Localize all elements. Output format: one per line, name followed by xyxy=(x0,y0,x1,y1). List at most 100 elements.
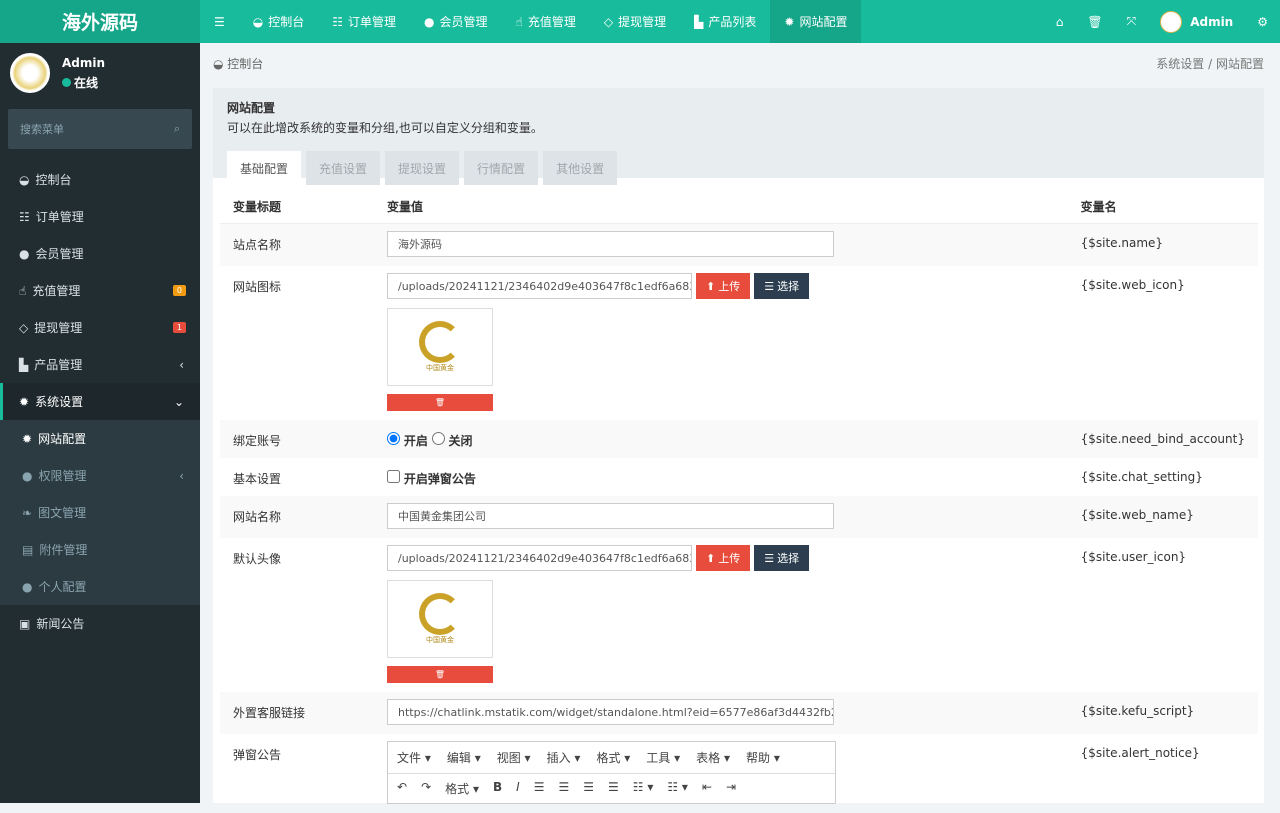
menu-label: 格式 xyxy=(596,751,621,765)
avatar xyxy=(10,53,50,93)
user-status: 在线 xyxy=(74,75,99,90)
tab-basic[interactable]: 基础配置 xyxy=(227,151,302,185)
justify-icon[interactable]: ☰ xyxy=(607,780,619,794)
menu-label: 帮助 xyxy=(746,751,771,765)
online-dot-icon xyxy=(62,77,71,87)
topnav-withdraw[interactable]: ◇ 提现管理 xyxy=(590,0,680,43)
numbered-list-icon[interactable]: ☷ ▾ xyxy=(667,780,688,794)
outdent-icon[interactable]: ⇤ xyxy=(701,780,713,794)
align-center-icon[interactable]: ☰ xyxy=(558,780,570,794)
list-icon: ☰ xyxy=(764,551,775,565)
table-row: 外置客服链接 https://chatlink.mstatik.com/widge… xyxy=(220,692,1258,734)
bold-icon[interactable]: B xyxy=(492,780,503,794)
sidebar-item-label: 会员管理 xyxy=(35,247,84,261)
editor-menu-tools[interactable]: 工具 ▾ xyxy=(646,751,681,765)
trash-icon[interactable]: 🗑 xyxy=(1087,14,1103,29)
checkbox[interactable] xyxy=(387,470,400,483)
sidebar-item-media[interactable]: ❧ 图文管理 xyxy=(0,494,200,531)
tab-other[interactable]: 其他设置 xyxy=(543,151,618,185)
breadcrumb-item[interactable]: 系统设置 xyxy=(1156,56,1205,71)
rich-text-editor[interactable]: 文件 ▾ 编辑 ▾ 视图 ▾ 插入 ▾ 格式 ▾ 工具 ▾ 表格 ▾ 帮助 ▾ … xyxy=(387,741,836,804)
web-icon-input[interactable]: /uploads/20241121/2346402d9e403647f8c1ed… xyxy=(387,273,692,299)
menu-search-input[interactable]: 搜索菜单 ⌕ xyxy=(8,109,192,149)
align-right-icon[interactable]: ☰ xyxy=(583,780,594,794)
editor-menu-format[interactable]: 格式 ▾ xyxy=(596,751,631,765)
web-name-input[interactable]: 中国黄金集团公司 xyxy=(387,503,834,529)
menu-label: 工具 xyxy=(646,751,671,765)
sidebar-item-dashboard[interactable]: ◒ 控制台 xyxy=(0,161,200,198)
breadcrumb-item: 网站配置 xyxy=(1215,56,1264,71)
tab-market[interactable]: 行情配置 xyxy=(464,151,539,185)
sidebar-item-recharge[interactable]: ☝ 充值管理 0 xyxy=(0,272,200,309)
button-label: 上传 xyxy=(718,280,741,293)
search-icon[interactable]: ⌕ xyxy=(173,122,180,135)
format-dropdown[interactable]: 格式 ▾ xyxy=(445,782,479,796)
sidebar-item-news[interactable]: ▣ 新闻公告 xyxy=(0,605,200,642)
choose-button[interactable]: ☰ 选择 xyxy=(754,545,810,571)
upload-button[interactable]: ⬆ 上传 xyxy=(696,545,751,571)
topnav-recharge[interactable]: ☝ 充值管理 xyxy=(502,0,590,43)
sidebar-toggle[interactable]: ☰ xyxy=(214,14,225,29)
editor-menu-table[interactable]: 表格 ▾ xyxy=(696,751,731,765)
sidebar-item-label: 充值管理 xyxy=(32,284,81,298)
breadcrumb: 系统设置 / 网站配置 xyxy=(1156,56,1264,71)
site-name-input[interactable]: 海外源码 xyxy=(387,231,834,257)
bullet-list-icon[interactable]: ☷ ▾ xyxy=(632,780,654,794)
radio-label: 关闭 xyxy=(448,434,473,448)
radio-on[interactable]: 开启 xyxy=(387,432,428,448)
italic-icon[interactable]: I xyxy=(516,780,520,794)
align-left-icon[interactable]: ☰ xyxy=(533,780,545,794)
editor-menu-help[interactable]: 帮助 ▾ xyxy=(746,751,780,765)
editor-menu-edit[interactable]: 编辑 ▾ xyxy=(446,751,481,765)
delete-image-button[interactable]: 🗑 xyxy=(387,394,493,411)
sidebar-item-members[interactable]: ● 会员管理 xyxy=(0,235,200,272)
row-title: 弹窗公告 xyxy=(233,748,282,762)
redo-icon[interactable]: ↷ xyxy=(421,780,432,794)
row-title: 网站图标 xyxy=(233,280,282,294)
sidebar-item-permissions[interactable]: ● 权限管理 ‹ xyxy=(0,457,200,494)
sidebar-item-orders[interactable]: ☷ 订单管理 xyxy=(0,198,200,235)
sidebar-item-profile[interactable]: ● 个人配置 xyxy=(0,568,200,605)
topnav-dashboard[interactable]: ◒ 控制台 xyxy=(239,0,319,43)
panel-description: 可以在此增改系统的变量和分组,也可以自定义分组和变量。 xyxy=(227,121,543,135)
sidebar-item-withdraw[interactable]: ◇ 提现管理 1 xyxy=(0,309,200,346)
indent-icon[interactable]: ⇥ xyxy=(726,780,737,794)
radio-off[interactable]: 关闭 xyxy=(431,432,473,448)
sidebar-item-products[interactable]: ▙ 产品管理 ‹ xyxy=(0,346,200,383)
radio-on-input[interactable] xyxy=(387,432,400,445)
sidebar-item-attachments[interactable]: ▤ 附件管理 xyxy=(0,531,200,568)
table-row: 基本设置 开启弹窗公告 {$site.chat_setting} xyxy=(220,458,1258,496)
popup-checkbox[interactable]: 开启弹窗公告 xyxy=(387,470,476,486)
kefu-link-input[interactable]: https://chatlink.mstatik.com/widget/stan… xyxy=(387,699,834,725)
choose-button[interactable]: ☰ 选择 xyxy=(754,273,810,299)
radio-off-input[interactable] xyxy=(431,432,445,445)
dashboard-icon: ◒ xyxy=(19,172,30,187)
gears-icon: ✹ xyxy=(19,394,30,409)
breadcrumb-home[interactable]: ◒ 控制台 xyxy=(213,55,263,72)
editor-menu-file[interactable]: 文件 ▾ xyxy=(397,751,431,765)
editor-menu-view[interactable]: 视图 ▾ xyxy=(496,751,531,765)
undo-icon[interactable]: ↶ xyxy=(397,780,408,794)
user-menu[interactable]: Admin xyxy=(1148,10,1245,33)
home-icon[interactable]: ⌂ xyxy=(1055,14,1064,29)
user-icon-input[interactable]: /uploads/20241121/2346402d9e403647f8c1ed… xyxy=(387,545,692,571)
delete-image-button[interactable]: 🗑 xyxy=(387,666,493,683)
topnav-products[interactable]: ▙ 产品列表 xyxy=(680,0,770,43)
topnav-members[interactable]: ● 会员管理 xyxy=(410,0,502,43)
sidebar-item-system[interactable]: ✹ 系统设置 ⌄ xyxy=(0,383,200,420)
tab-recharge[interactable]: 充值设置 xyxy=(306,151,381,185)
sidebar: Admin 在线 搜索菜单 ⌕ ◒ 控制台 ☷ 订单管理 ● 会员管理 ☝ 充值管理 0 ◇ 提… xyxy=(0,43,200,803)
topnav-orders[interactable]: ☷ 订单管理 xyxy=(318,0,410,43)
editor-menu-insert[interactable]: 插入 ▾ xyxy=(546,751,581,765)
upload-button[interactable]: ⬆ 上传 xyxy=(696,273,751,299)
tab-withdraw[interactable]: 提现设置 xyxy=(385,151,460,185)
row-title: 网站名称 xyxy=(220,496,374,538)
dashboard-icon: ◒ xyxy=(252,14,264,29)
logo-text: 中国黄金 xyxy=(426,636,454,644)
topnav-site-config[interactable]: ✹ 网站配置 xyxy=(770,0,862,43)
sidebar-item-site-config[interactable]: ✹ 网站配置 xyxy=(0,420,200,457)
fullscreen-icon[interactable]: ⤧ xyxy=(1126,14,1137,28)
topnav-label: 网站配置 xyxy=(799,15,848,29)
settings-icon[interactable]: ⚙ xyxy=(1257,14,1268,29)
brand-logo[interactable]: 海外源码 xyxy=(0,0,200,43)
